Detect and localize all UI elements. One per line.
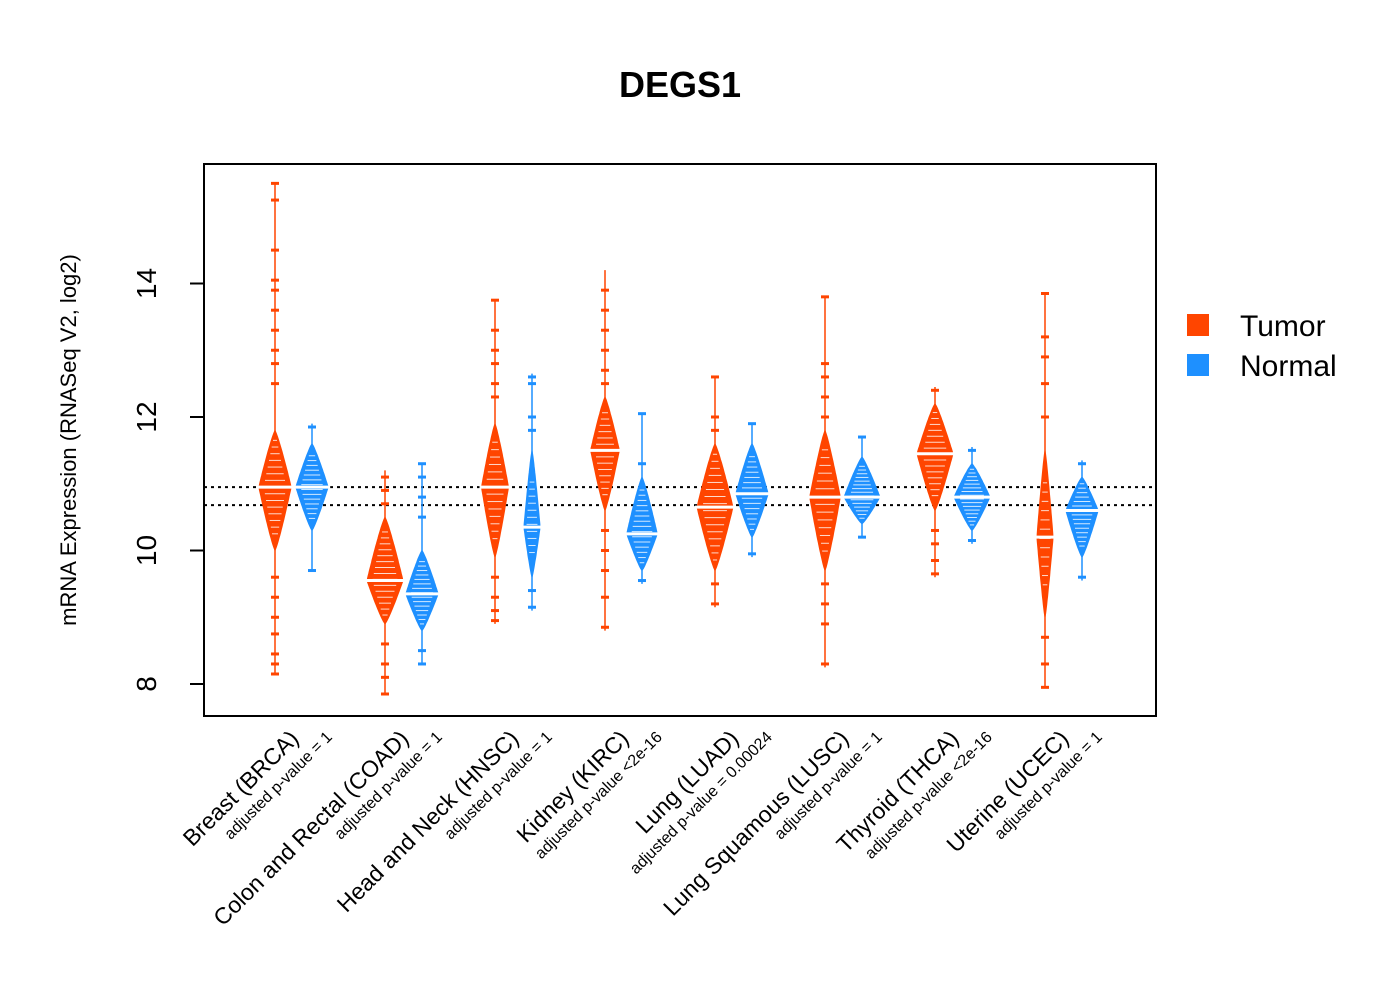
chart-title: DEGS1 [619, 64, 741, 105]
tumor-bean [695, 375, 735, 608]
tumor-bean [807, 295, 843, 668]
normal-bean [842, 435, 882, 539]
y-tick-label: 10 [131, 535, 162, 566]
y-axis-label: mRNA Expression (RNASeq V2, log2) [56, 254, 81, 626]
y-axis: 8 10 12 14 [131, 268, 204, 692]
reference-lines [204, 486, 1156, 507]
legend-label-tumor: Tumor [1240, 310, 1326, 343]
tumor-bean [365, 470, 405, 696]
tumor-bean [256, 181, 294, 676]
tumor-bean [915, 386, 955, 578]
normal-bean [952, 447, 992, 544]
tumor-bean [588, 270, 622, 631]
normal-bean [403, 462, 441, 666]
legend: Tumor Normal [1187, 310, 1337, 383]
tumor-bean [479, 298, 511, 624]
y-tick-label: 14 [131, 268, 162, 299]
normal-bean [1063, 460, 1101, 581]
beans [256, 181, 1101, 696]
legend-swatch-tumor [1187, 314, 1209, 336]
plot-frame [203, 163, 1157, 717]
tumor-bean [1034, 292, 1056, 689]
y-tick-label: 8 [131, 676, 162, 692]
legend-label-normal: Normal [1240, 350, 1337, 383]
normal-bean [521, 373, 543, 611]
normal-bean [733, 422, 771, 558]
legend-swatch-normal [1187, 354, 1209, 376]
normal-bean [624, 412, 660, 584]
normal-bean [293, 423, 331, 573]
y-tick-label: 12 [131, 401, 162, 432]
